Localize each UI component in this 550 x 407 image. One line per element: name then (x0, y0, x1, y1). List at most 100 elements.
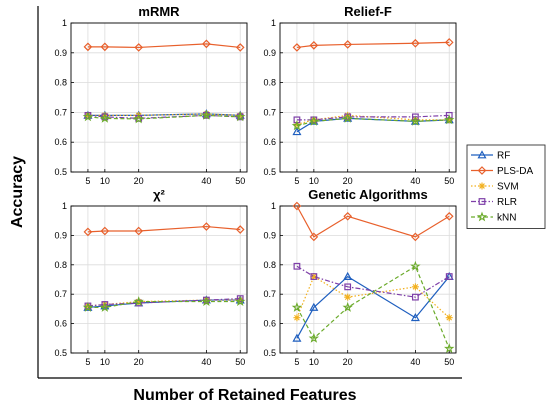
legend-entry-svm: SVM (471, 182, 519, 193)
x-tick-label: 10 (100, 357, 110, 367)
x-tick-label: 10 (309, 176, 319, 186)
y-tick-label: 0.5 (54, 167, 67, 177)
x-tick-label: 40 (201, 176, 211, 186)
data-point-pls-da (444, 38, 454, 47)
y-tick-label: 0.9 (54, 48, 67, 58)
data-point-svm (344, 293, 352, 301)
y-tick-label: 1 (271, 201, 276, 211)
y-tick-label: 0.9 (263, 48, 276, 58)
y-tick-label: 0.8 (54, 78, 67, 88)
legend: RF PLS-DA SVM RLR kNN (466, 144, 546, 229)
data-point-pls-da (444, 211, 454, 221)
x-tick-label: 40 (410, 357, 420, 367)
data-point-rf (309, 302, 319, 311)
data-point-knn (235, 296, 246, 306)
x-tick-label: 20 (134, 176, 144, 186)
legend-entry-rf: RF (471, 150, 510, 162)
series-line-svm (296, 114, 450, 125)
x-tick-label: 5 (85, 357, 90, 367)
data-point-svm (202, 110, 210, 118)
panel-title: Relief-F (344, 4, 392, 19)
data-point-pls-da (83, 42, 93, 52)
data-point-knn (82, 111, 94, 122)
legend-entry-pls-da: PLS-DA (471, 166, 533, 177)
data-point-pls-da (235, 43, 245, 52)
data-point-knn (201, 109, 212, 120)
series-pls-da (83, 222, 245, 237)
panel-relief-f: 0.5 0.6 0.7 0.8 0.9 1 5 10 20 40 50 Relief-F (263, 4, 457, 186)
series-line-knn (87, 300, 241, 309)
legend-entry-knn: kNN (471, 211, 516, 224)
series-line-pls-da (296, 205, 450, 238)
legend-label: RF (497, 151, 510, 162)
data-point-svm (236, 296, 244, 304)
data-point-knn (235, 111, 246, 122)
data-point-pls-da (202, 39, 211, 49)
series-line-rlr (87, 298, 241, 307)
x-tick-label: 40 (410, 176, 420, 186)
data-point-pls-da (134, 226, 144, 236)
data-point-svm (310, 273, 318, 281)
data-point-knn (291, 301, 303, 312)
data-point-knn (444, 114, 455, 125)
data-point-pls-da (411, 232, 420, 242)
x-tick-label: 50 (444, 357, 454, 367)
data-point-knn (444, 343, 455, 354)
x-tick-label: 5 (85, 176, 90, 186)
series-pls-da (83, 39, 245, 52)
legend-label: kNN (497, 213, 516, 224)
y-tick-label: 0.5 (54, 348, 67, 358)
series-line-pls-da (87, 43, 241, 49)
y-tick-label: 0.9 (54, 230, 67, 240)
panel-genetic-algorithms: 0.5 0.6 0.7 0.8 0.9 1 5 10 20 40 50 Genetic Algorit… (263, 187, 457, 367)
data-point-pls-da (292, 201, 302, 211)
x-tick-label: 5 (294, 357, 299, 367)
legend-marker (477, 150, 487, 159)
data-point-pls-da (292, 43, 302, 52)
series-line-pls-da (87, 225, 241, 233)
legend-box (466, 144, 546, 229)
series-knn (82, 296, 246, 312)
data-point-knn (82, 301, 94, 312)
y-tick-label: 1 (62, 18, 67, 28)
x-tick-label: 50 (444, 176, 454, 186)
data-point-pls-da (309, 41, 319, 50)
data-point-pls-da (100, 226, 110, 236)
data-point-knn (342, 112, 353, 123)
plot-frame (70, 22, 248, 173)
data-point-rf (343, 271, 353, 280)
data-point-knn (291, 120, 303, 131)
data-point-rlr (411, 113, 419, 121)
y-tick-label: 0.6 (54, 319, 67, 329)
series-line-rf (296, 275, 450, 339)
data-point-knn (308, 115, 320, 126)
legend-entry-rlr: RLR (471, 197, 517, 208)
data-point-rlr (445, 111, 453, 119)
y-tick-label: 0.7 (263, 107, 276, 117)
data-point-knn (99, 112, 111, 123)
data-point-rlr (236, 295, 244, 303)
data-point-svm (293, 120, 301, 128)
data-point-knn (133, 296, 144, 306)
series-rlr (293, 262, 453, 301)
x-tick-label: 20 (343, 176, 353, 186)
x-tick-label: 40 (201, 357, 211, 367)
series-line-rlr (296, 265, 450, 298)
panel-title: χ² (153, 187, 165, 202)
data-point-svm (445, 314, 453, 322)
data-point-pls-da (134, 43, 144, 52)
data-point-rlr (445, 273, 453, 280)
data-point-pls-da (202, 222, 211, 231)
x-tick-label: 50 (235, 357, 245, 367)
y-tick-label: 0.8 (54, 260, 67, 270)
y-axis-label: Accuracy (9, 156, 26, 228)
y-tick-label: 1 (271, 18, 276, 28)
series-svm (293, 273, 453, 322)
y-tick-label: 0.9 (263, 230, 276, 240)
x-tick-label: 5 (294, 176, 299, 186)
data-point-pls-da (343, 40, 353, 49)
series-knn (82, 109, 246, 124)
data-point-pls-da (235, 225, 245, 234)
y-tick-label: 0.5 (263, 167, 276, 177)
y-tick-label: 0.5 (263, 348, 276, 358)
